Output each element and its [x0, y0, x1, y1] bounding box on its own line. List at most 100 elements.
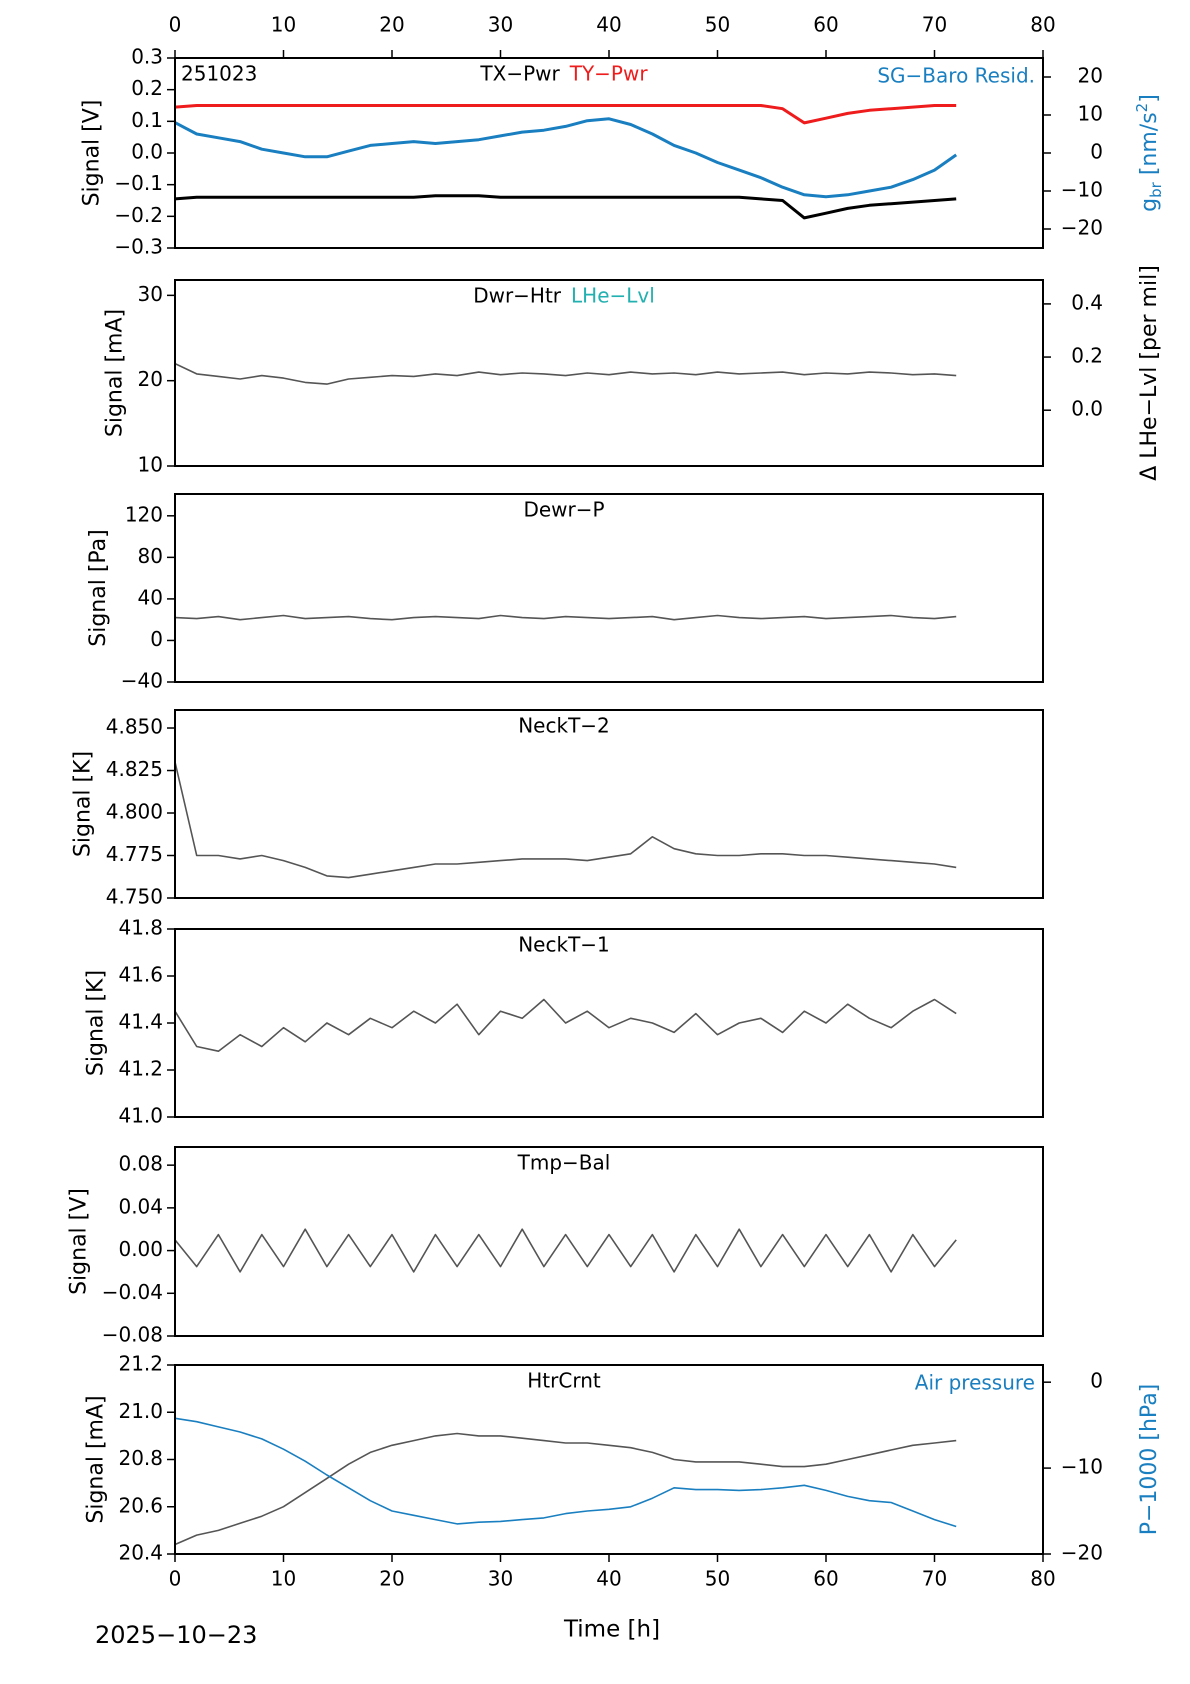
- plot-area: [175, 1228, 957, 1273]
- y-tick-label: 4.775: [106, 842, 163, 866]
- y2-axis-label-part: [nm/s: [1137, 112, 1162, 182]
- y2-axis-label-part: 2: [1133, 103, 1151, 113]
- y-tick-label: 21.0: [118, 1399, 163, 1423]
- x-tick-label: 10: [271, 1567, 296, 1591]
- y-tick-label: 0.3: [131, 45, 163, 69]
- y-tick-label: −0.04: [102, 1280, 163, 1304]
- legend-label: Tmp−Bal: [517, 1151, 611, 1175]
- y-axis-label: Signal [K]: [83, 970, 108, 1076]
- y-tick-label: 4.825: [106, 757, 163, 781]
- x-tick-label: 70: [922, 1567, 947, 1591]
- x-tick-label: 20: [379, 13, 404, 37]
- series-line: [175, 1432, 957, 1546]
- panel-frame: [174, 1146, 1044, 1337]
- y-tick-label: −0.3: [114, 235, 163, 259]
- x-tick-label: 20: [379, 1567, 404, 1591]
- series-line: [175, 117, 958, 199]
- y2-axis-label: P−1000 [hPa]: [1137, 1384, 1162, 1536]
- y2-axis-label: Δ LHe−Lvl [per mil]: [1137, 265, 1162, 481]
- y-tick-label: 41.4: [118, 1010, 163, 1034]
- panel-frame: [174, 709, 1044, 899]
- legend-label: SG−Baro Resid.: [877, 64, 1035, 88]
- x-tick-label: 10: [271, 13, 296, 37]
- y-tick-label: −40: [121, 669, 163, 693]
- panel-frame: [174, 279, 1044, 467]
- y-tick-label: 0.04: [118, 1194, 163, 1218]
- y-tick-label: 0.08: [118, 1152, 163, 1176]
- y2-tick-label: −20: [1061, 216, 1103, 240]
- x-tick-label: 40: [596, 1567, 621, 1591]
- series-line: [175, 1228, 957, 1273]
- y-tick-label: 41.0: [118, 1104, 163, 1128]
- panel-frame: [174, 928, 1044, 1118]
- y-axis-label: Signal [Pa]: [86, 529, 111, 647]
- legend-label: LHe−Lvl: [571, 284, 655, 308]
- series-line: [175, 761, 957, 879]
- y2-tick-label: −10: [1061, 178, 1103, 202]
- plot-area: [175, 362, 957, 385]
- series-line: [175, 362, 957, 385]
- x-tick-label: 70: [922, 13, 947, 37]
- panel-label: 251023: [181, 62, 257, 86]
- plot-area: [175, 614, 957, 621]
- y-tick-label: 41.6: [118, 963, 163, 987]
- x-axis-label: Time [h]: [563, 1617, 660, 1643]
- x-tick-label: 80: [1030, 13, 1055, 37]
- panel-frame: [174, 1364, 1044, 1555]
- legend-label: Dewr−P: [523, 498, 604, 522]
- y2-tick-label: 0: [1090, 1369, 1103, 1393]
- plot-area: [175, 998, 957, 1052]
- y2-tick-label: 0.4: [1071, 290, 1103, 314]
- y2-tick-label: 0.2: [1071, 344, 1103, 368]
- series-line: [175, 998, 957, 1052]
- y2-tick-label: 10: [1078, 102, 1103, 126]
- y-axis-label: Signal [V]: [67, 1188, 92, 1295]
- y-tick-label: 0.0: [131, 140, 163, 164]
- x-tick-label: 0: [169, 1567, 182, 1591]
- y-tick-label: 4.850: [106, 715, 163, 739]
- x-tick-label: 40: [596, 13, 621, 37]
- legend-label: NeckT−1: [518, 933, 610, 957]
- y2-tick-label: −10: [1061, 1455, 1103, 1479]
- x-tick-label: 60: [813, 1567, 838, 1591]
- y-tick-label: 41.2: [118, 1057, 163, 1081]
- date-label: 2025−10−23: [95, 1621, 257, 1649]
- y-tick-label: −0.1: [114, 171, 163, 195]
- y-tick-label: 20: [138, 367, 163, 391]
- y-tick-label: −0.2: [114, 203, 163, 227]
- y-tick-label: 20.4: [118, 1541, 163, 1565]
- x-tick-label: 50: [705, 1567, 730, 1591]
- y-tick-label: −0.08: [102, 1323, 163, 1347]
- legend-label: TX−Pwr: [479, 62, 560, 86]
- x-tick-label: 30: [488, 13, 513, 37]
- y-tick-label: 120: [125, 502, 163, 526]
- y2-tick-label: 0.0: [1071, 397, 1103, 421]
- y2-tick-label: 0: [1090, 140, 1103, 164]
- y-axis-label: Signal [K]: [71, 751, 96, 857]
- y-tick-label: 0.2: [131, 76, 163, 100]
- x-tick-label: 50: [705, 13, 730, 37]
- legend-label: Dwr−Htr: [473, 284, 562, 308]
- y-axis-label: Signal [mA]: [103, 309, 128, 437]
- x-tick-label: 0: [169, 13, 182, 37]
- series-line: [175, 104, 957, 125]
- y2-tick-label: −20: [1061, 1541, 1103, 1565]
- y-tick-label: 10: [138, 453, 163, 477]
- y-tick-label: 0: [150, 627, 163, 651]
- series-line: [175, 614, 957, 621]
- x-tick-label: 80: [1030, 1567, 1055, 1591]
- plot-area: [175, 761, 957, 879]
- y-tick-label: 4.750: [106, 885, 163, 909]
- y-axis-label: Signal [mA]: [83, 1395, 108, 1523]
- y-axis-label: Signal [V]: [79, 100, 104, 207]
- x-tick-label: 30: [488, 1567, 513, 1591]
- y-tick-label: 21.2: [118, 1352, 163, 1376]
- series-line: [175, 1417, 957, 1528]
- y-tick-label: 4.800: [106, 800, 163, 824]
- y-tick-label: 41.8: [118, 916, 163, 940]
- legend-label: Air pressure: [915, 1371, 1035, 1395]
- y-tick-label: 0.1: [131, 108, 163, 132]
- plot-area: [175, 1417, 957, 1546]
